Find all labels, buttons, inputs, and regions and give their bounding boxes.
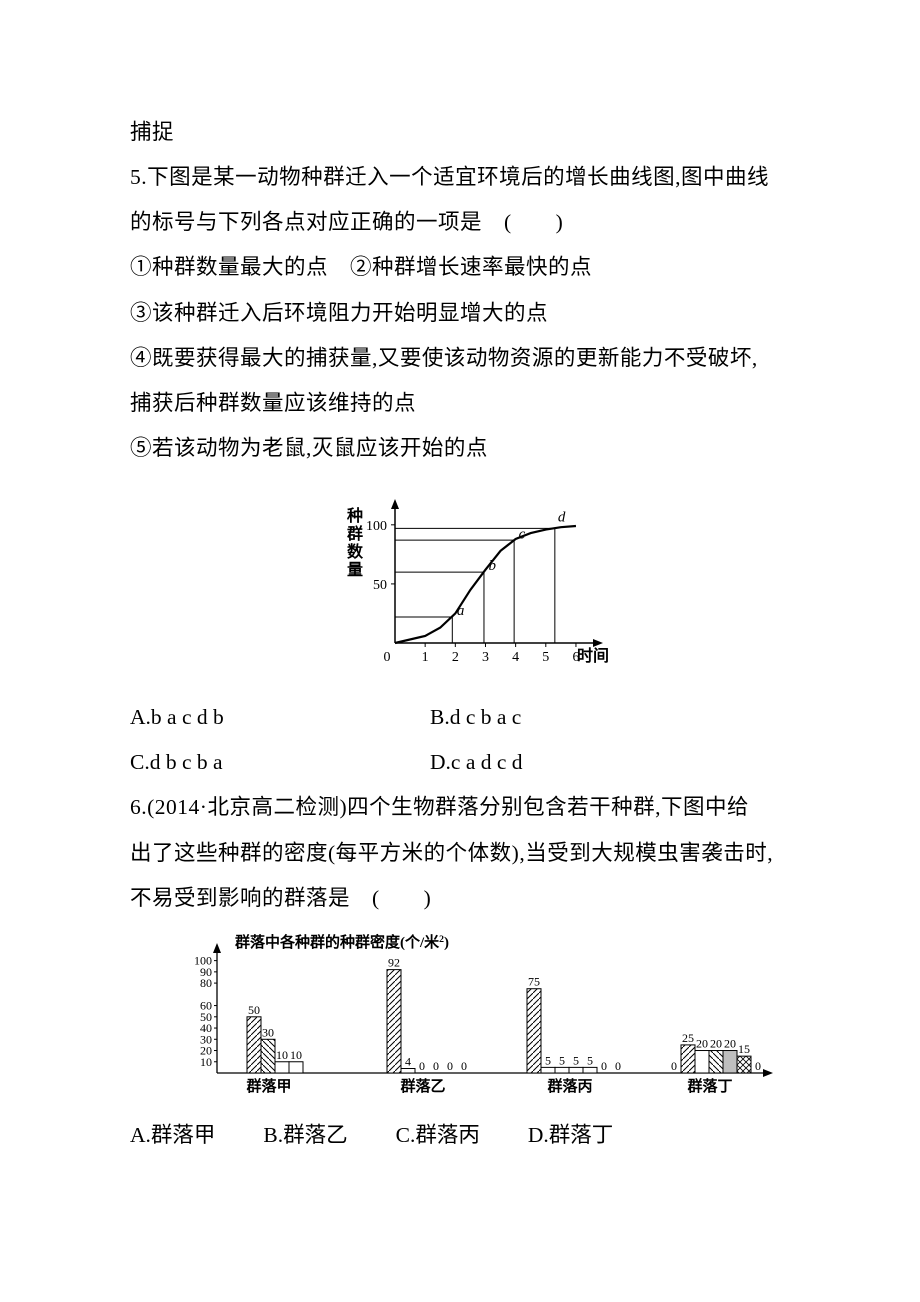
q5-intro-1: 5.下图是某一动物种群迁入一个适宜环境后的增长曲线图,图中曲线 [130,155,800,200]
svg-text:0: 0 [755,1059,761,1073]
svg-text:数: 数 [347,542,364,561]
svg-text:0: 0 [419,1059,425,1073]
svg-text:4: 4 [512,650,519,665]
q5-option-d: D.c a d c d [430,740,730,785]
q5-option-c: C.d b c b a [130,740,430,785]
svg-text:0: 0 [461,1059,467,1073]
svg-text:群落甲: 群落甲 [246,1077,291,1095]
q5-intro-2: 的标号与下列各点对应正确的一项是 ( ) [130,200,800,245]
svg-text:92: 92 [388,955,400,969]
svg-text:20: 20 [710,1036,722,1050]
svg-text:d: d [558,510,566,526]
q5-options-row-2: C.d b c b a D.c a d c d [130,740,800,785]
svg-text:2: 2 [452,650,459,665]
q5-statement-5: ⑤若该动物为老鼠,灭鼠应该开始的点 [130,426,800,471]
page: 捕捉 5.下图是某一动物种群迁入一个适宜环境后的增长曲线图,图中曲线 的标号与下… [0,0,920,1238]
community-density-chart: 1020304050608090100群落中各种群的种群密度(个/米2)5030… [155,933,775,1103]
q6-option-c: C.群落丙 [396,1113,480,1158]
svg-text:群落丁: 群落丁 [687,1077,732,1095]
svg-text:15: 15 [738,1042,750,1056]
q5-figure: 123456050100种群数量时间abcd [130,483,800,683]
svg-text:c: c [519,526,526,542]
svg-text:量: 量 [347,561,363,579]
svg-text:3: 3 [482,650,489,665]
q5-options-row-1: A.b a c d b B.d c b a c [130,695,800,740]
q5-statement-4: 捕获后种群数量应该维持的点 [130,381,800,426]
svg-text:20: 20 [696,1036,708,1050]
svg-text:a: a [457,603,465,619]
svg-text:b: b [488,558,496,574]
q5-statement-2: ③该种群迁入后环境阻力开始明显增大的点 [130,291,800,336]
q5-statement-3: ④既要获得最大的捕获量,又要使该动物资源的更新能力不受破坏, [130,336,800,381]
q6-option-a: A.群落甲 [130,1113,215,1158]
svg-text:0: 0 [601,1059,607,1073]
svg-text:时间: 时间 [577,646,609,665]
svg-text:0: 0 [671,1059,677,1073]
svg-text:0: 0 [447,1059,453,1073]
q6-option-b: B.群落乙 [263,1113,347,1158]
q6-intro-3: 不易受到影响的群落是 ( ) [130,876,800,921]
q5-option-b: B.d c b a c [430,695,730,740]
svg-text:5: 5 [573,1053,579,1067]
q5-statement-1: ①种群数量最大的点 ②种群增长速率最快的点 [130,245,800,290]
svg-text:60: 60 [200,998,212,1012]
q6-options: A.群落甲 B.群落乙 C.群落丙 D.群落丁 [130,1113,800,1158]
svg-text:30: 30 [262,1025,274,1039]
svg-text:10: 10 [276,1048,288,1062]
q6-intro-1: 6.(2014·北京高二检测)四个生物群落分别包含若干种群,下图中给 [130,785,800,830]
svg-text:10: 10 [290,1048,302,1062]
q6-figure: 1020304050608090100群落中各种群的种群密度(个/米2)5030… [130,933,800,1103]
svg-text:4: 4 [405,1054,411,1068]
svg-text:0: 0 [433,1059,439,1073]
q6-option-d: D.群落丁 [528,1113,613,1158]
q6-intro-2: 出了这些种群的密度(每平方米的个体数),当受到大规模虫害袭击时, [130,831,800,876]
svg-text:群落乙: 群落乙 [400,1077,445,1095]
svg-text:群落中各种群的种群密度(个/米2): 群落中各种群的种群密度(个/米2) [235,933,449,951]
svg-text:1: 1 [422,650,429,665]
growth-curve-chart: 123456050100种群数量时间abcd [320,483,610,678]
svg-text:5: 5 [545,1053,551,1067]
svg-text:20: 20 [724,1036,736,1050]
svg-text:0: 0 [615,1059,621,1073]
svg-text:75: 75 [528,975,540,989]
svg-text:5: 5 [587,1053,593,1067]
svg-text:100: 100 [194,953,212,967]
q5-option-a: A.b a c d b [130,695,430,740]
svg-text:50: 50 [248,1003,260,1017]
svg-text:25: 25 [682,1031,694,1045]
prev-fragment: 捕捉 [130,110,800,155]
svg-text:5: 5 [559,1053,565,1067]
svg-text:群落丙: 群落丙 [547,1077,592,1095]
svg-text:种: 种 [346,506,363,525]
svg-text:50: 50 [373,578,387,593]
svg-text:0: 0 [384,650,391,665]
svg-text:100: 100 [366,519,387,534]
svg-text:群: 群 [347,524,363,543]
svg-text:5: 5 [542,650,549,665]
